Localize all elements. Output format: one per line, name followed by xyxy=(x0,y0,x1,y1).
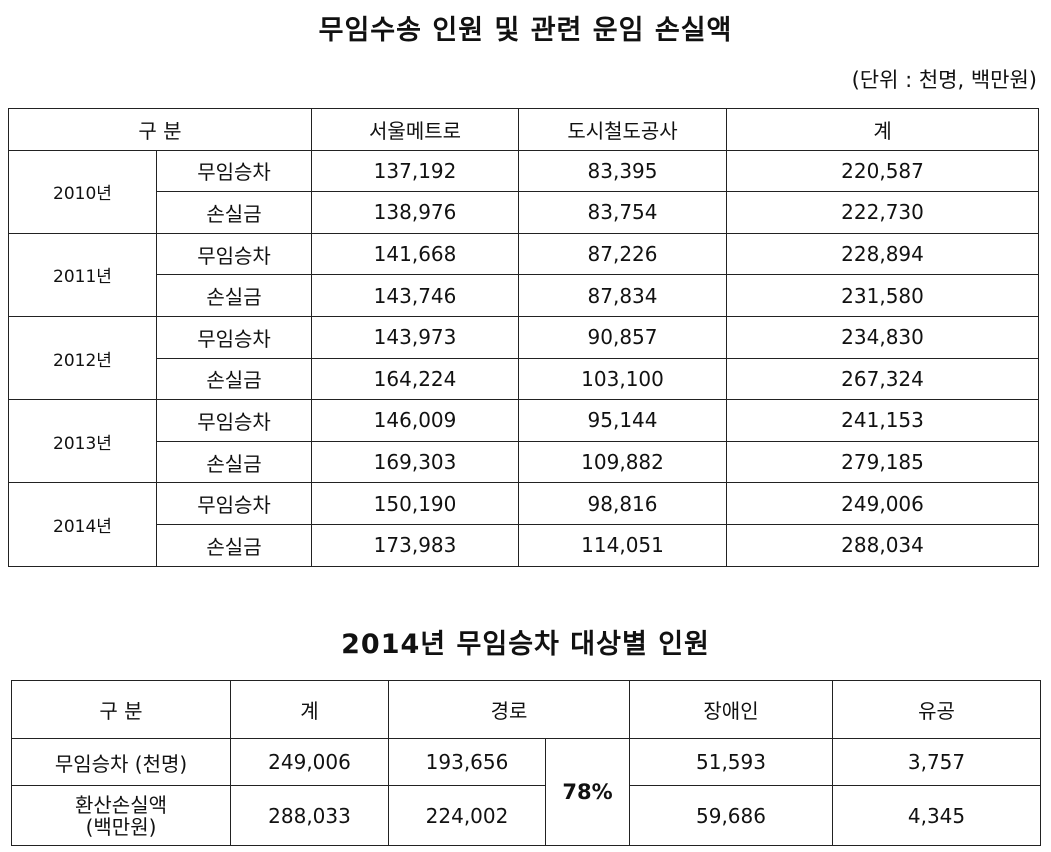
veteran-cell: 4,345 xyxy=(832,785,1041,846)
elderly-cell: 193,656 xyxy=(388,738,546,786)
header-category: 구 분 xyxy=(7,108,313,151)
year-cell: 2014년 xyxy=(8,482,157,567)
header-urban-rail: 도시철도공사 xyxy=(518,108,728,151)
total-cell: 231,580 xyxy=(726,274,1040,317)
item-label: 손실금 xyxy=(155,440,313,484)
header-total: 계 xyxy=(230,680,389,739)
urban-rail-cell: 98,816 xyxy=(518,482,728,525)
row-label: 환산손실액 (백만원) xyxy=(11,785,231,846)
page-title: 무임수송 인원 및 관련 운임 손실액 xyxy=(318,15,733,46)
item-label: 무임승차 xyxy=(155,149,313,193)
table-row: 2014년 무임승차 150,190 98,816 249,006 xyxy=(8,482,1040,567)
header-total: 계 xyxy=(726,108,1040,151)
row-label: 무임승차 (천명) xyxy=(11,738,231,786)
header-veteran: 유공 xyxy=(832,680,1041,739)
seoul-metro-cell: 169,303 xyxy=(311,440,520,484)
total-cell: 249,006 xyxy=(230,738,389,786)
table-row: 손실금 138,976 83,754 222,730 xyxy=(9,191,1040,234)
item-label: 손실금 xyxy=(155,191,313,234)
urban-rail-cell: 109,882 xyxy=(518,440,728,484)
item-label: 무임승차 xyxy=(155,232,313,276)
item-label: 손실금 xyxy=(155,357,313,401)
urban-rail-cell: 83,754 xyxy=(518,191,728,234)
unit-note: (단위 : 천명, 백만원) xyxy=(851,68,1037,92)
total-cell: 228,894 xyxy=(726,232,1040,276)
table-row: 환산손실액 (백만원) 288,033 224,002 59,686 4,345 xyxy=(11,785,1041,846)
target-table: 구 분 계 경로 장애인 유공 무임승차 (천명) 249,006 193,65… xyxy=(11,680,1041,846)
veteran-cell: 3,757 xyxy=(832,738,1041,786)
table-row: 2013년 무임승차 146,009 95,144 241,153 xyxy=(8,399,1040,484)
year-cell: 2012년 xyxy=(8,315,157,401)
item-label: 무임승차 xyxy=(155,482,313,525)
total-cell: 267,324 xyxy=(726,357,1040,401)
urban-rail-cell: 87,226 xyxy=(518,232,728,276)
total-cell: 241,153 xyxy=(726,399,1040,442)
seoul-metro-cell: 173,983 xyxy=(311,523,520,567)
table-row: 2012년 무임승차 143,973 90,857 234,830 xyxy=(8,315,1040,401)
header-disabled: 장애인 xyxy=(629,680,833,739)
elderly-percent: 78% xyxy=(545,738,630,846)
total-cell: 234,830 xyxy=(726,315,1040,359)
header-elderly: 경로 xyxy=(388,680,630,739)
table-row: 2010년 무임승차 137,192 83,395 220,587 xyxy=(8,149,1040,234)
table-row: 2011년 무임승차 141,668 87,226 228,894 xyxy=(8,232,1040,317)
year-cell: 2013년 xyxy=(8,399,157,484)
total-cell: 220,587 xyxy=(726,149,1040,193)
item-label: 무임승차 xyxy=(155,399,313,442)
header-seoul-metro: 서울메트로 xyxy=(311,108,520,151)
seoul-metro-cell: 138,976 xyxy=(311,191,520,234)
seoul-metro-cell: 150,190 xyxy=(311,482,520,525)
disabled-cell: 59,686 xyxy=(629,785,833,846)
urban-rail-cell: 114,051 xyxy=(518,523,728,567)
urban-rail-cell: 90,857 xyxy=(518,315,728,359)
year-cell: 2011년 xyxy=(8,232,157,317)
total-cell: 222,730 xyxy=(726,191,1040,234)
year-cell: 2010년 xyxy=(8,149,157,234)
table-row: 손실금 143,746 87,834 231,580 xyxy=(9,274,1040,317)
seoul-metro-cell: 164,224 xyxy=(311,357,520,401)
item-label: 손실금 xyxy=(155,274,313,317)
seoul-metro-cell: 141,668 xyxy=(311,232,520,276)
urban-rail-cell: 87,834 xyxy=(518,274,728,317)
urban-rail-cell: 83,395 xyxy=(518,149,728,193)
table-row: 손실금 164,224 103,100 267,324 xyxy=(9,357,1040,401)
total-cell: 288,034 xyxy=(726,523,1040,567)
seoul-metro-cell: 146,009 xyxy=(311,399,520,442)
urban-rail-cell: 95,144 xyxy=(518,399,728,442)
total-cell: 249,006 xyxy=(726,482,1040,525)
loss-table: 구 분 서울메트로 도시철도공사 계 2010년 무임승차 137,192 83,39… xyxy=(7,108,1040,567)
total-cell: 288,033 xyxy=(230,785,389,846)
urban-rail-cell: 103,100 xyxy=(518,357,728,401)
seoul-metro-cell: 143,746 xyxy=(311,274,520,317)
elderly-cell: 224,002 xyxy=(388,785,546,846)
item-label: 무임승차 xyxy=(155,315,313,359)
disabled-cell: 51,593 xyxy=(629,738,833,786)
item-label: 손실금 xyxy=(155,523,313,567)
section-title: 2014년 무임승차 대상별 인원 xyxy=(341,629,710,660)
total-cell: 279,185 xyxy=(726,440,1040,484)
table-row: 무임승차 (천명) 249,006 193,656 78% 51,593 3,7… xyxy=(11,738,1041,846)
seoul-metro-cell: 143,973 xyxy=(311,315,520,359)
table-row: 손실금 169,303 109,882 279,185 xyxy=(9,440,1040,484)
seoul-metro-cell: 137,192 xyxy=(311,149,520,193)
header-category: 구 분 xyxy=(11,680,231,739)
table-row: 손실금 173,983 114,051 288,034 xyxy=(9,523,1040,567)
